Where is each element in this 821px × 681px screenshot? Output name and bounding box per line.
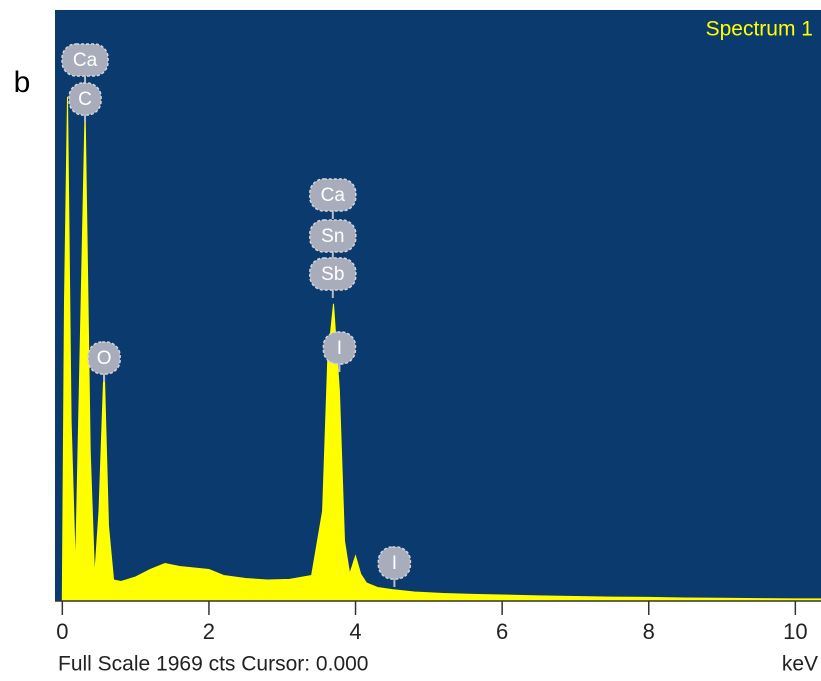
annotation-badge — [61, 43, 109, 77]
x-tick-label: 6 — [496, 619, 508, 644]
annotation-label: Sn — [321, 226, 344, 247]
x-axis-label: keV — [782, 653, 818, 676]
annotation-badge — [309, 219, 357, 253]
annotation-label: Ca — [73, 50, 98, 71]
annotation-label: I — [337, 338, 342, 359]
annotation-label: C — [78, 89, 92, 110]
spectrum-area — [61, 96, 821, 602]
x-tick-label: 2 — [203, 619, 215, 644]
x-tick-label: 0 — [56, 619, 68, 644]
x-tick-label: 10 — [783, 619, 807, 644]
annotation-badge — [309, 257, 357, 291]
annotation-label: Ca — [321, 185, 346, 206]
annotation-badge — [87, 341, 121, 375]
annotation-label: Sb — [321, 264, 344, 285]
annotation-badge — [377, 546, 412, 580]
x-tick-label: 8 — [643, 619, 655, 644]
legend-label: Spectrum 1 — [706, 18, 813, 41]
annotation-badge — [68, 82, 102, 116]
annotation-badge — [309, 178, 357, 212]
annotation-badge — [322, 331, 357, 365]
x-tick-label: 4 — [349, 619, 361, 644]
plot-background — [55, 10, 821, 601]
annotation-label: O — [97, 348, 112, 369]
footer: Full Scale 1969 cts Cursor: 0.000 — [58, 653, 369, 676]
annotation-label: I — [392, 553, 397, 574]
panel-label: b — [14, 66, 31, 99]
